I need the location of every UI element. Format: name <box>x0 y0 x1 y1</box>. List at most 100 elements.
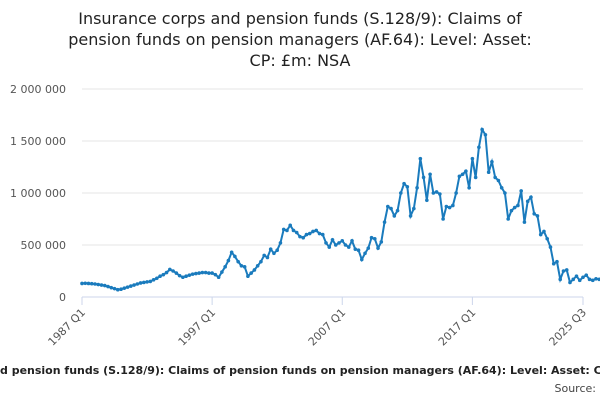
data-point <box>171 269 175 273</box>
data-point <box>216 275 221 280</box>
data-point <box>431 191 436 195</box>
data-point <box>268 247 273 251</box>
data-point <box>392 214 397 218</box>
data-point <box>236 259 240 264</box>
data-point <box>564 268 569 272</box>
data-point <box>314 228 319 233</box>
data-point <box>587 277 592 282</box>
data-point <box>363 251 367 256</box>
data-point <box>112 286 117 291</box>
y-tick-label: 0 <box>59 291 66 304</box>
data-point <box>503 191 507 195</box>
data-point <box>535 214 540 218</box>
data-point <box>135 282 140 286</box>
data-point <box>519 189 523 193</box>
data-point <box>187 273 192 277</box>
data-point <box>109 285 114 290</box>
data-point <box>581 275 585 280</box>
data-point <box>522 220 527 224</box>
data-point <box>480 127 484 132</box>
data-point <box>532 212 537 216</box>
data-point <box>213 272 218 277</box>
data-point <box>106 284 110 289</box>
data-point <box>343 243 348 247</box>
data-point <box>80 281 84 286</box>
data-point <box>164 270 169 275</box>
data-point <box>584 273 589 277</box>
data-point <box>571 277 576 282</box>
data-point <box>382 220 387 224</box>
data-point <box>470 156 475 161</box>
data-point <box>304 232 309 237</box>
data-point <box>529 195 533 199</box>
data-point <box>174 271 179 275</box>
data-point <box>421 175 426 180</box>
data-point <box>281 227 286 232</box>
data-point <box>210 271 214 275</box>
data-point <box>96 282 101 287</box>
x-tick-label: 2007 Q1 <box>306 306 349 349</box>
data-point <box>298 234 302 239</box>
data-point <box>125 285 130 289</box>
data-point <box>294 230 299 235</box>
data-point <box>272 251 276 256</box>
data-point <box>486 170 491 174</box>
data-point <box>119 287 123 292</box>
y-tick-label: 500 000 <box>21 239 67 252</box>
data-point <box>340 239 345 243</box>
data-point <box>262 253 266 258</box>
x-tick-label: 2017 Q1 <box>436 306 479 349</box>
data-point <box>327 245 332 249</box>
data-point <box>428 172 432 177</box>
data-point <box>301 235 306 240</box>
data-point <box>402 181 406 186</box>
data-point <box>415 186 419 190</box>
data-point <box>594 277 598 281</box>
x-tick-label: 2025 Q3 <box>547 306 590 349</box>
data-point <box>265 255 270 260</box>
data-point <box>246 274 250 279</box>
data-point <box>239 264 244 268</box>
data-point <box>460 172 465 177</box>
x-tick-label: 1997 Q1 <box>176 306 219 349</box>
data-point <box>395 208 400 213</box>
data-point <box>555 259 559 264</box>
data-point <box>499 186 504 190</box>
data-point <box>438 192 442 196</box>
data-point <box>93 282 97 286</box>
data-point <box>376 246 380 250</box>
data-point <box>288 223 293 228</box>
series-line <box>81 126 600 291</box>
y-tick-label: 1 500 000 <box>10 135 66 148</box>
data-point <box>493 175 497 180</box>
data-point <box>399 191 403 195</box>
data-point <box>142 280 146 285</box>
data-point <box>181 275 185 280</box>
data-point <box>99 283 104 287</box>
data-point <box>473 175 478 180</box>
data-point <box>190 272 195 276</box>
data-point <box>89 281 94 286</box>
data-point <box>464 169 468 173</box>
data-point <box>317 231 322 236</box>
data-point <box>346 245 351 249</box>
data-point <box>145 280 149 284</box>
data-point <box>359 257 364 262</box>
data-point <box>542 229 546 234</box>
data-point <box>184 274 188 279</box>
data-point <box>259 259 263 264</box>
chart-title: Insurance corps and pension funds (S.128… <box>78 9 522 28</box>
data-point <box>285 228 289 233</box>
data-point <box>249 271 253 275</box>
data-point <box>194 271 198 276</box>
data-point <box>434 190 439 194</box>
data-point <box>86 281 91 286</box>
data-point <box>161 272 166 277</box>
data-point <box>220 270 224 274</box>
data-point <box>558 277 563 282</box>
data-point <box>102 283 107 288</box>
data-point <box>477 145 481 150</box>
data-point <box>506 217 510 221</box>
data-point <box>451 203 455 208</box>
